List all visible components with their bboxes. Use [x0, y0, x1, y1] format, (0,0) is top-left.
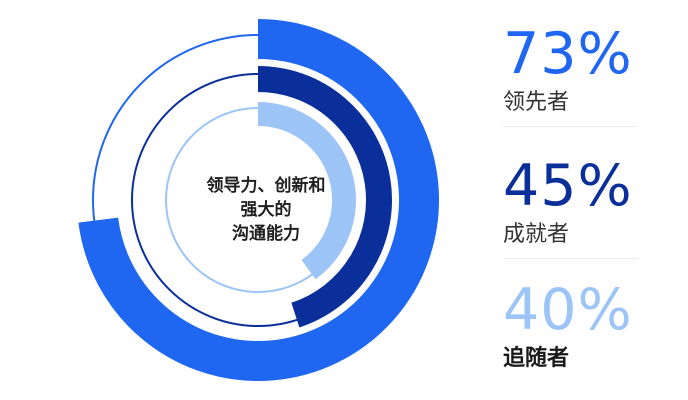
center-label-line-1: 领导力、创新和 [206, 176, 326, 196]
stat-value-followers: 40% [503, 277, 633, 343]
ring-bar [257, 66, 392, 328]
stat-achievers: 45% 成就者 [503, 156, 673, 259]
center-label-line-2: 强大的 [240, 200, 292, 220]
stat-value-achievers: 45% [503, 153, 633, 219]
stat-value-leaders: 73% [503, 21, 633, 87]
stat-leaders: 73% 领先者 [503, 24, 673, 127]
stat-label-followers: 追随者 [503, 346, 570, 371]
stat-followers: 40% 追随者 [503, 280, 673, 382]
center-label-line-3: 沟通能力 [232, 224, 300, 244]
divider [503, 126, 638, 127]
stat-label-leaders: 领先者 [503, 90, 570, 115]
ring-bar [257, 102, 356, 280]
center-label: 领导力、创新和 强大的 沟通能力 [176, 174, 356, 246]
divider [503, 258, 638, 259]
ring-bar [78, 19, 439, 381]
stat-label-achievers: 成就者 [503, 222, 570, 247]
